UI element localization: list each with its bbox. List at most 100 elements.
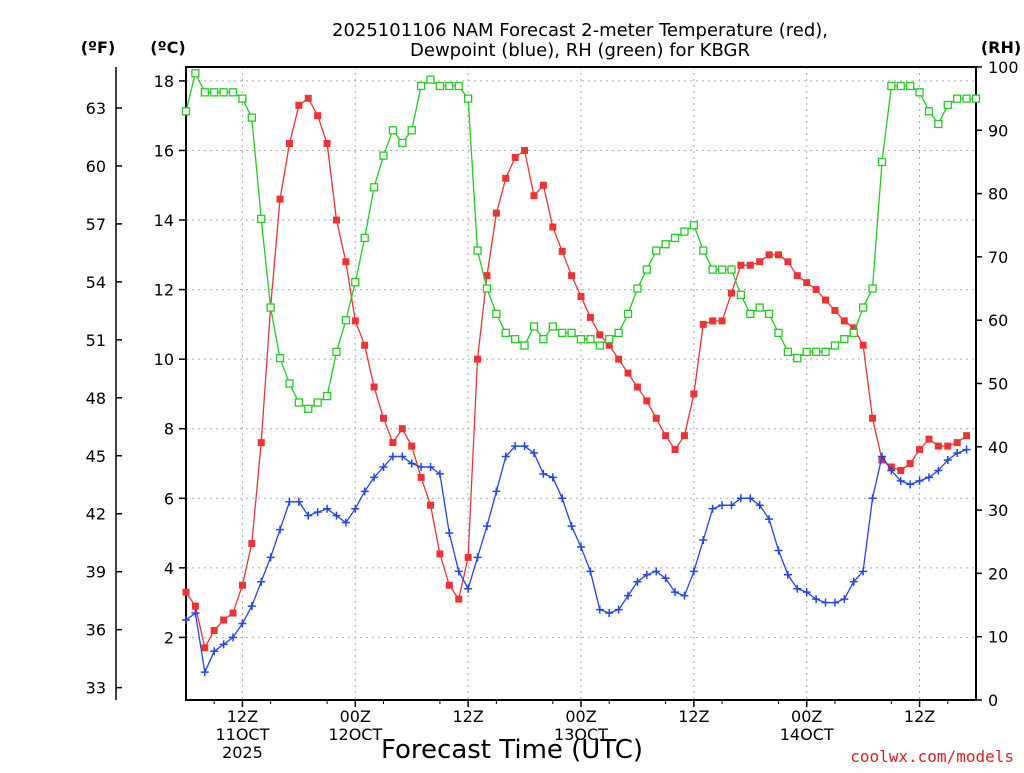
dewpoint-point bbox=[783, 570, 792, 579]
rh-point bbox=[764, 309, 774, 319]
rh-point bbox=[793, 354, 802, 363]
dewpoint-point bbox=[642, 570, 651, 579]
rh-point bbox=[934, 119, 943, 129]
temperature-point bbox=[304, 94, 312, 102]
temperature-point bbox=[709, 317, 717, 325]
rh-point bbox=[633, 284, 642, 293]
rh-point bbox=[802, 347, 811, 357]
temperature-point bbox=[323, 140, 331, 148]
temperature-point bbox=[342, 258, 350, 266]
rh-point bbox=[379, 151, 388, 160]
rh-point bbox=[953, 94, 962, 103]
rh-point bbox=[868, 284, 877, 293]
rh-point bbox=[351, 278, 360, 287]
temperature-point bbox=[351, 317, 359, 325]
temperature-point bbox=[483, 272, 491, 280]
rh-point bbox=[576, 335, 586, 344]
dewpoint-point bbox=[398, 452, 407, 461]
temperature-point bbox=[295, 101, 303, 109]
temperature-point bbox=[596, 331, 604, 339]
rh-tick-label: 70 bbox=[988, 248, 1008, 267]
temperature-point bbox=[963, 432, 971, 440]
dewpoint-point bbox=[548, 473, 557, 482]
dewpoint-point bbox=[266, 553, 275, 562]
temperature-point bbox=[953, 439, 961, 447]
rh-point bbox=[652, 246, 661, 255]
dewpoint-point bbox=[529, 449, 538, 458]
dewpoint-point bbox=[746, 494, 755, 503]
celsius-tick-label: 10 bbox=[154, 350, 174, 369]
temperature-point bbox=[615, 355, 623, 363]
x-tick-label: 2025 bbox=[222, 743, 263, 762]
temperature-point bbox=[380, 414, 387, 422]
rh-point bbox=[473, 246, 482, 255]
dewpoint-point bbox=[332, 511, 341, 520]
temperature-point bbox=[427, 501, 435, 509]
temperature-point bbox=[897, 466, 905, 474]
temperature-point bbox=[605, 341, 613, 349]
rh-point bbox=[689, 221, 699, 230]
temperature-point bbox=[718, 317, 726, 325]
x-tick-label: 00Z bbox=[791, 707, 822, 726]
rh-point bbox=[313, 398, 322, 407]
rh-point bbox=[717, 265, 727, 274]
x-tick-label: 00Z bbox=[565, 707, 596, 726]
temperature-point bbox=[257, 439, 265, 447]
rh-point bbox=[247, 113, 256, 122]
rh-point bbox=[605, 335, 614, 344]
rh-point bbox=[858, 303, 868, 312]
temperature-point bbox=[831, 306, 839, 314]
temperature-point bbox=[775, 251, 782, 259]
rh-point bbox=[388, 126, 398, 135]
rh-point bbox=[454, 81, 463, 91]
rh-point bbox=[971, 94, 981, 103]
rh-point bbox=[774, 328, 783, 338]
temperature-point bbox=[445, 581, 453, 589]
dewpoint-point bbox=[727, 501, 736, 510]
dewpoint-point bbox=[229, 633, 238, 642]
rh-point bbox=[416, 81, 426, 91]
dewpoint-point bbox=[793, 584, 802, 593]
temperature-point bbox=[408, 442, 416, 450]
rh-point bbox=[304, 404, 313, 413]
dewpoint-point bbox=[558, 494, 567, 503]
x-tick-label: 12OCT bbox=[328, 725, 382, 744]
temperature-point bbox=[229, 609, 237, 617]
rh-tick-label: 20 bbox=[988, 564, 1008, 583]
celsius-tick-label: 12 bbox=[154, 281, 174, 300]
temperature-point bbox=[906, 459, 914, 467]
rh-point bbox=[529, 322, 539, 331]
rh-point bbox=[511, 335, 520, 344]
dewpoint-point bbox=[426, 462, 435, 471]
dewpoint-point bbox=[689, 567, 698, 576]
rh-point bbox=[943, 100, 952, 110]
rh-point bbox=[501, 328, 510, 338]
rh-point bbox=[567, 328, 576, 338]
temperature-point bbox=[916, 446, 924, 454]
rh-point bbox=[670, 233, 680, 243]
dewpoint-point bbox=[943, 456, 952, 465]
x-tick-label: 12Z bbox=[904, 707, 935, 726]
dewpoint-point bbox=[605, 609, 614, 618]
rh-point bbox=[492, 309, 501, 319]
temperature-point bbox=[201, 644, 209, 652]
rh-point bbox=[558, 328, 567, 338]
rh-point bbox=[708, 265, 717, 274]
rh-point bbox=[332, 347, 341, 357]
rh-tick-label: 0 bbox=[988, 691, 998, 710]
rh-point bbox=[699, 246, 708, 255]
temperature-point bbox=[690, 390, 698, 398]
dewpoint-point bbox=[812, 595, 821, 604]
dewpoint-point bbox=[294, 497, 303, 506]
rh-point bbox=[520, 341, 529, 350]
rh-point bbox=[435, 81, 445, 91]
temperature-point bbox=[944, 442, 952, 450]
temperature-point bbox=[370, 383, 378, 391]
dewpoint-point bbox=[671, 588, 680, 597]
rh-point bbox=[811, 347, 821, 357]
dewpoint-point bbox=[351, 504, 360, 513]
temperature-point bbox=[822, 296, 830, 304]
dewpoint-point bbox=[464, 584, 473, 593]
rh-point bbox=[360, 233, 369, 243]
